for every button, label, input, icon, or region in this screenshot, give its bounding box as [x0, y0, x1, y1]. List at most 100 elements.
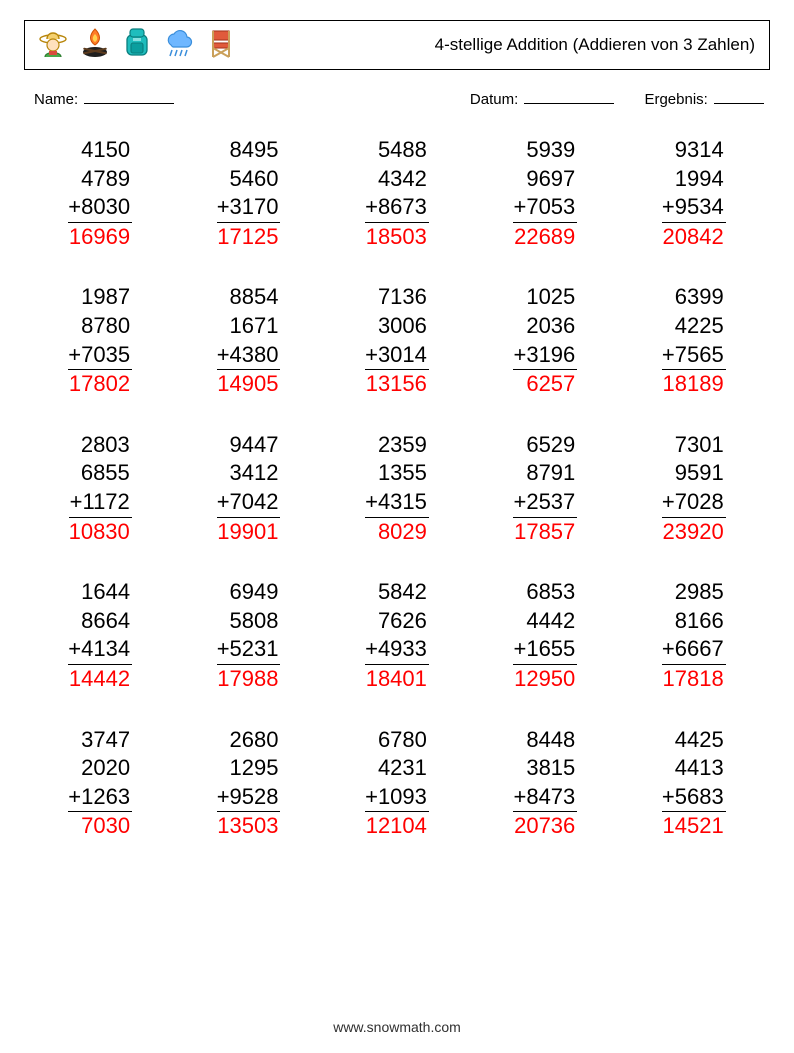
sum-result: 17802 [68, 370, 132, 399]
sum-result: 18401 [365, 665, 429, 694]
addend-1: 6399 [662, 283, 726, 312]
addend-2: 8166 [662, 607, 726, 636]
addend-2: 6855 [69, 459, 132, 488]
addend-2: 8664 [68, 607, 132, 636]
problem: 67804231+109312104 [323, 726, 471, 841]
addend-3: +8473 [513, 783, 577, 813]
problem: 29858166+666717818 [620, 578, 768, 693]
problem: 65298791+253717857 [471, 431, 619, 546]
addend-2: 1994 [662, 165, 726, 194]
addend-3: +7053 [513, 193, 577, 223]
sum-result: 20736 [513, 812, 577, 841]
sum-result: 17857 [513, 518, 577, 547]
worksheet-title: 4-stellige Addition (Addieren von 3 Zahl… [435, 35, 755, 55]
sum-result: 13503 [217, 812, 281, 841]
backpack-icon [119, 25, 155, 66]
problem: 58427626+493318401 [323, 578, 471, 693]
header: 4-stellige Addition (Addieren von 3 Zahl… [24, 20, 770, 70]
sum-result: 12104 [365, 812, 429, 841]
addend-3: +7042 [217, 488, 281, 518]
problem: 84483815+847320736 [471, 726, 619, 841]
addend-1: 7136 [365, 283, 429, 312]
addend-2: 1355 [365, 459, 429, 488]
addend-3: +8673 [365, 193, 429, 223]
addend-3: +9528 [217, 783, 281, 813]
addend-2: 2036 [513, 312, 577, 341]
addend-3: +1655 [513, 635, 577, 665]
addend-2: 3006 [365, 312, 429, 341]
problem: 69495808+523117988 [174, 578, 322, 693]
name-blank[interactable] [84, 90, 174, 104]
addend-2: 9697 [513, 165, 577, 194]
problems-grid: 41504789+80301696984955460+3170171255488… [24, 136, 770, 841]
problem: 93141994+953420842 [620, 136, 768, 251]
sum-result: 6257 [513, 370, 577, 399]
problem: 84955460+317017125 [174, 136, 322, 251]
addend-3: +4933 [365, 635, 429, 665]
addend-2: 4442 [513, 607, 577, 636]
addend-2: 4342 [365, 165, 429, 194]
addend-2: 8780 [68, 312, 132, 341]
problem: 71363006+301413156 [323, 283, 471, 398]
problem: 94473412+704219901 [174, 431, 322, 546]
addend-2: 3815 [513, 754, 577, 783]
problem: 10252036+31966257 [471, 283, 619, 398]
sum-result: 23920 [662, 518, 726, 547]
name-label: Name: [34, 91, 78, 108]
addend-3: +9534 [662, 193, 726, 223]
sum-result: 16969 [68, 223, 132, 252]
problem: 63994225+756518189 [620, 283, 768, 398]
addend-1: 6780 [365, 726, 429, 755]
cloud-rain-icon [161, 25, 197, 66]
addend-2: 5808 [217, 607, 281, 636]
addend-3: +3014 [365, 341, 429, 371]
addend-1: 2803 [69, 431, 132, 460]
addend-1: 6853 [513, 578, 577, 607]
problem: 41504789+803016969 [26, 136, 174, 251]
addend-3: +7028 [662, 488, 726, 518]
problem: 54884342+867318503 [323, 136, 471, 251]
addend-1: 8854 [217, 283, 281, 312]
sum-result: 19901 [217, 518, 281, 547]
problem: 44254413+568314521 [620, 726, 768, 841]
addend-3: +4134 [68, 635, 132, 665]
sum-result: 20842 [662, 223, 726, 252]
addend-1: 9447 [217, 431, 281, 460]
addend-2: 4789 [68, 165, 132, 194]
addend-3: +2537 [513, 488, 577, 518]
addend-2: 1295 [217, 754, 281, 783]
problem: 28036855+117210830 [26, 431, 174, 546]
campfire-icon [77, 25, 113, 66]
sum-result: 17988 [217, 665, 281, 694]
addend-3: +4380 [217, 341, 281, 371]
cowboy-icon [35, 25, 71, 66]
addend-1: 1025 [513, 283, 577, 312]
sum-result: 8029 [365, 518, 429, 547]
addend-1: 3747 [68, 726, 132, 755]
sum-result: 18189 [662, 370, 726, 399]
addend-3: +1093 [365, 783, 429, 813]
addend-1: 8495 [217, 136, 281, 165]
date-label: Datum: [470, 91, 518, 108]
problem: 23591355+43158029 [323, 431, 471, 546]
info-row: Name: Datum: Ergebnis: [24, 90, 770, 108]
addend-1: 4150 [68, 136, 132, 165]
footer-link[interactable]: www.snowmath.com [0, 1019, 794, 1035]
result-blank[interactable] [714, 90, 764, 104]
addend-2: 9591 [662, 459, 726, 488]
header-icons [35, 25, 239, 66]
sum-result: 10830 [69, 518, 132, 547]
sum-result: 17818 [662, 665, 726, 694]
addend-1: 2680 [217, 726, 281, 755]
sum-result: 14442 [68, 665, 132, 694]
addend-1: 6529 [513, 431, 577, 460]
addend-3: +3170 [217, 193, 281, 223]
sum-result: 18503 [365, 223, 429, 252]
addend-2: 1671 [217, 312, 281, 341]
sum-result: 13156 [365, 370, 429, 399]
problem: 59399697+705322689 [471, 136, 619, 251]
addend-3: +4315 [365, 488, 429, 518]
addend-1: 1644 [68, 578, 132, 607]
date-blank[interactable] [524, 90, 614, 104]
sum-result: 14521 [662, 812, 726, 841]
